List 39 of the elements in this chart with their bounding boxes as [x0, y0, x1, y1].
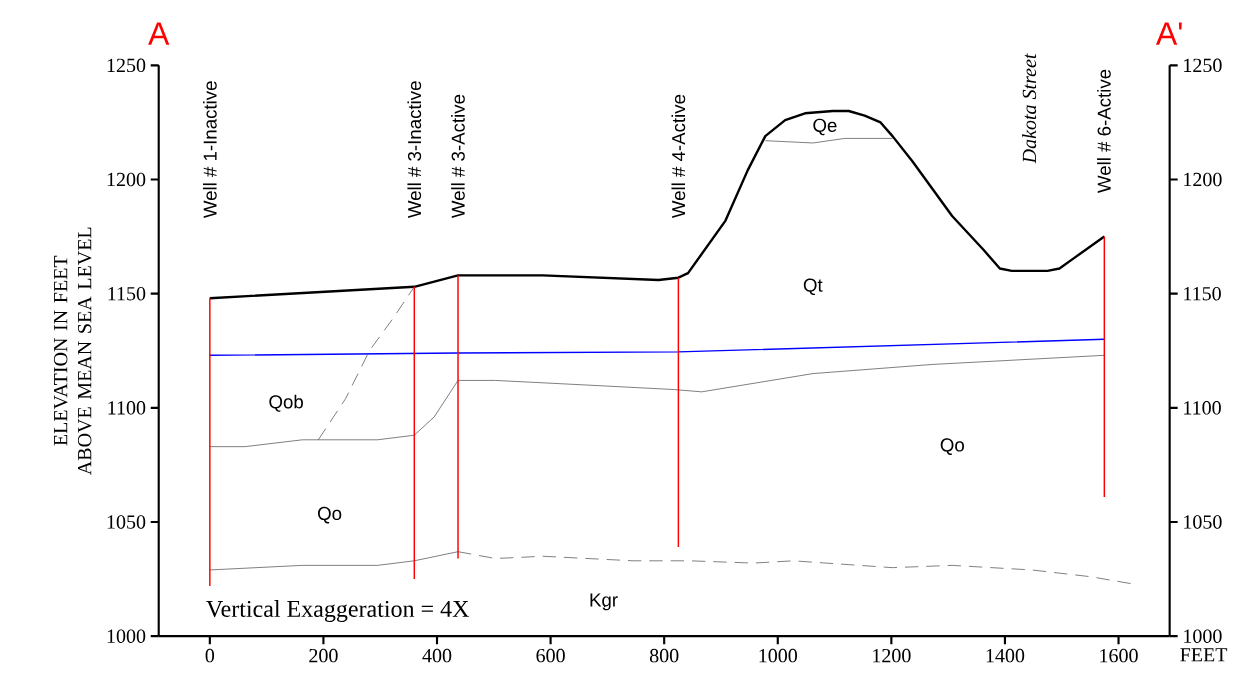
text: A': [1155, 22, 1182, 45]
y-axis-title: ELEVATION IN FEET ABOVE MEAN SEA LEVEL: [53, 227, 92, 476]
y-tick-label: 1200: [107, 173, 146, 187]
x-tick-label: 200: [309, 649, 338, 663]
annotation: Qo: [318, 507, 342, 524]
y-tick-label: 1150: [108, 287, 146, 301]
y2-tick-label: 1250: [1184, 58, 1222, 73]
annotation: Well # 3-Active: [451, 95, 465, 219]
annotation: Qe: [813, 118, 837, 136]
x-tick-label: 1600: [1100, 649, 1138, 663]
y-tick-label: 1000: [107, 629, 146, 644]
annotation: Qob: [269, 394, 303, 413]
y2-tick-label: 1100: [1184, 401, 1221, 415]
y2-tick-label: 1150: [1184, 287, 1221, 301]
line-series: [209, 338, 1106, 357]
x-tick-label: 800: [649, 649, 679, 663]
annotation: Vertical Exaggeration = 4X: [206, 600, 470, 623]
x-tick-label: 1000: [759, 649, 798, 663]
annotation: Kgr: [590, 593, 618, 611]
x-axis-title: FEET: [1180, 648, 1228, 662]
annotation: Qt: [803, 278, 823, 296]
text: A: [148, 22, 170, 45]
y2-tick-label: 1050: [1184, 515, 1222, 529]
y-tick-label: 1100: [108, 401, 146, 415]
annotation: Dakota Street: [1022, 53, 1037, 164]
x-tick-label: 0: [205, 649, 215, 663]
annotation: Well # 6-Active: [1097, 69, 1111, 194]
x-tick-label: 600: [536, 649, 565, 663]
annotation: Well # 3-Inactive: [407, 81, 422, 219]
annotation: Well # 1-Inactive: [203, 81, 217, 219]
x-tick-label: 400: [422, 649, 452, 663]
annotation: Well # 4-Active: [671, 95, 686, 219]
y2-tick-label: 1000: [1184, 629, 1222, 644]
annotation: Qo: [940, 438, 964, 456]
x-tick-label: 1200: [873, 649, 911, 663]
y-tick-label: 1250: [107, 58, 146, 73]
x-tick-label: 1400: [986, 649, 1025, 663]
y-tick-label: 1050: [107, 515, 146, 529]
y2-tick-label: 1200: [1184, 173, 1222, 187]
